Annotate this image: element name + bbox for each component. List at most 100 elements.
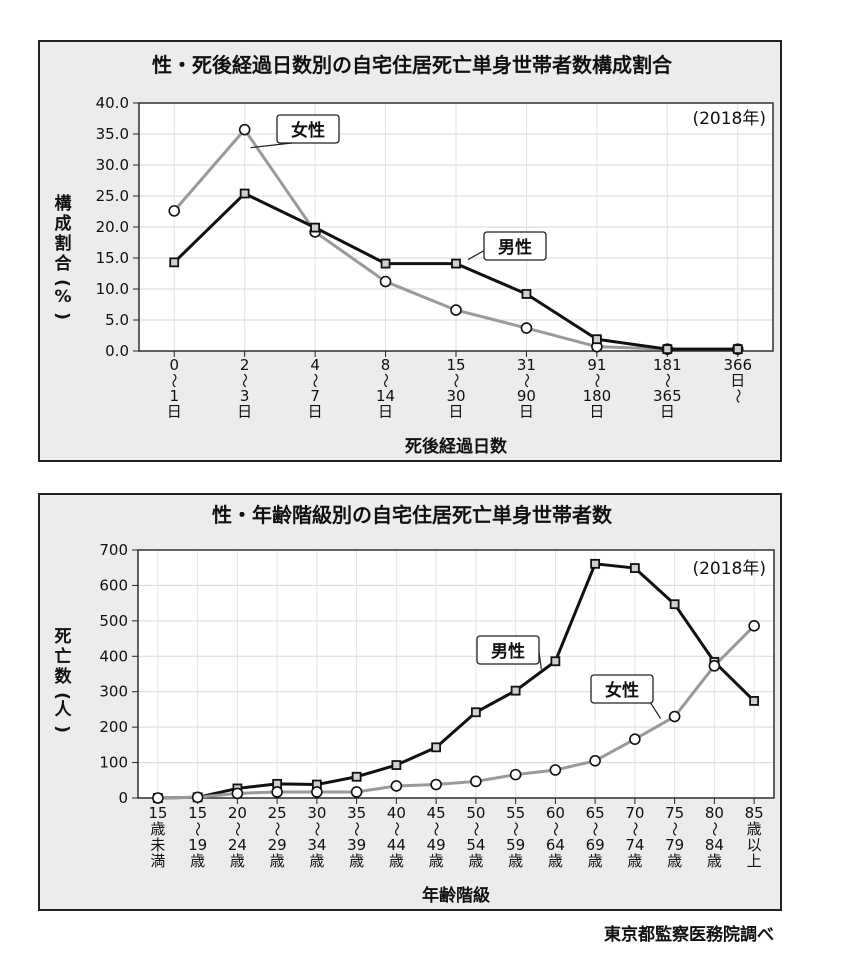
- x-tick-label: 35: [347, 804, 366, 822]
- x-tick-label: 日: [660, 403, 675, 421]
- data-point-male: [521, 289, 532, 299]
- x-tick-label: 満: [150, 852, 165, 870]
- y-axis-label-char: 成: [55, 213, 72, 234]
- x-axis-label: 死後経過日数: [405, 436, 508, 457]
- x-tick-label: 39: [347, 836, 366, 854]
- x-tick-label: 30: [446, 387, 465, 405]
- x-tick-label: 55: [506, 804, 525, 822]
- x-tick-label: 85: [745, 804, 764, 822]
- x-tick-label: 8: [381, 356, 391, 374]
- series-line-male: [157, 562, 756, 800]
- data-point-male: [451, 258, 461, 269]
- data-point-male: [510, 685, 521, 696]
- x-tick-label: 〜: [236, 373, 254, 388]
- legend-callout-box: [483, 231, 547, 261]
- x-tick-label: 〜: [189, 821, 207, 836]
- plot-border: [137, 549, 775, 799]
- x-tick-label: 74: [625, 836, 644, 854]
- y-axis-label-char: ): [52, 725, 72, 733]
- data-point-male: [169, 257, 180, 268]
- x-tick-label: 91: [587, 356, 606, 374]
- y-tick-label: 20.0: [96, 218, 129, 236]
- y-axis-label-char: %: [54, 287, 71, 307]
- x-tick-label: 歳: [508, 852, 523, 870]
- x-tick-label: 〜: [626, 821, 644, 836]
- chart-title: 性・死後経過日数別の自宅住居死亡単身世帯者数構成割合: [152, 53, 673, 77]
- data-point-male: [590, 558, 601, 569]
- data-point-male: [239, 188, 250, 199]
- x-tick-label: 4: [310, 356, 320, 374]
- x-tick-label: 日: [308, 403, 323, 421]
- chart-title: 性・年齢階級別の自宅住居死亡単身世帯者数: [212, 503, 613, 527]
- x-tick-label: 14: [376, 387, 395, 405]
- data-point-female: [668, 710, 681, 723]
- plot-area: [138, 550, 774, 798]
- data-point-male: [550, 656, 561, 667]
- x-tick-label: 日: [519, 403, 534, 421]
- x-tick-label: 歳: [190, 852, 205, 870]
- data-point-male: [591, 334, 602, 345]
- x-tick-label: 〜: [308, 821, 326, 836]
- data-point-male: [391, 760, 402, 770]
- x-tick-label: 歳: [150, 820, 165, 838]
- data-point-female: [231, 787, 244, 800]
- x-tick-label: 〜: [467, 821, 485, 836]
- source-credit: 東京都監察医務院調べ: [604, 925, 774, 945]
- legend-label-male: 男性: [498, 237, 532, 258]
- chart-days-since-death: 性・死後経過日数別の自宅住居死亡単身世帯者数構成割合 0.0 5.0 10.0 15.0…: [38, 40, 782, 462]
- y-axis-label-char: 死: [55, 627, 72, 647]
- data-point-female: [520, 322, 533, 334]
- y-tick-label: 15.0: [96, 249, 129, 267]
- x-tick-label: 〜: [268, 821, 286, 836]
- x-tick-label: 54: [466, 836, 485, 854]
- x-tick-label: 181: [653, 356, 682, 374]
- data-point-female: [311, 786, 323, 798]
- x-tick-label: 〜: [507, 821, 525, 836]
- x-tick-label: 〜: [666, 821, 684, 836]
- chart-days-svg: 性・死後経過日数別の自宅住居死亡単身世帯者数構成割合 0.0 5.0 10.0 15.0…: [52, 53, 774, 457]
- x-tick-label: 日: [448, 403, 463, 421]
- x-tick-label: 49: [427, 836, 446, 854]
- legend-callout-box: [276, 114, 340, 144]
- x-tick-label: 45: [427, 804, 446, 822]
- x-tick-label: 65: [586, 804, 605, 822]
- x-tick-label: 50: [466, 804, 485, 822]
- data-point-female: [450, 304, 462, 316]
- x-tick-label: 29: [268, 836, 287, 854]
- legend-label-female: 女性: [291, 120, 325, 141]
- y-tick-label: 700: [99, 541, 128, 559]
- x-tick-label: 180: [583, 387, 612, 405]
- x-tick-label: 75: [665, 804, 684, 822]
- y-tick-label: 35.0: [96, 125, 129, 143]
- y-tick-label: 0.0: [105, 342, 129, 360]
- data-point-female: [470, 775, 482, 788]
- x-tick-label: 84: [705, 836, 724, 854]
- chart-age-groups: 性・年齢階級別の自宅住居死亡単身世帯者数 0 100 200 300 400 500 600 7…: [38, 493, 782, 911]
- x-tick-label: 90: [517, 387, 536, 405]
- data-point-female: [549, 764, 562, 776]
- x-tick-label: 20: [228, 804, 247, 822]
- data-point-male: [732, 344, 743, 355]
- data-point-female: [152, 792, 164, 804]
- x-tick-label: 365: [653, 387, 682, 405]
- series-line-female: [157, 624, 756, 800]
- x-tick-label: 79: [665, 836, 684, 854]
- data-point-female: [629, 733, 641, 745]
- data-point-female: [708, 660, 721, 672]
- x-tick-label: 〜: [588, 373, 606, 388]
- y-axis-label-char: 数: [55, 666, 73, 687]
- x-tick-label: 日: [730, 372, 745, 390]
- x-tick-label: 15: [446, 356, 465, 374]
- x-tick-label: 44: [387, 836, 406, 854]
- year-note: (2018年): [692, 559, 766, 579]
- x-tick-label: 未: [150, 836, 165, 854]
- x-tick-label: 歳: [389, 852, 404, 870]
- data-point-female: [390, 780, 403, 792]
- x-tick-label: 〜: [228, 821, 246, 836]
- x-tick-label: 64: [546, 836, 565, 854]
- data-point-male: [669, 599, 680, 610]
- x-tick-label: 59: [506, 836, 525, 854]
- y-tick-label: 40.0: [96, 94, 129, 112]
- legend-callout-box: [590, 674, 654, 704]
- x-tick-label: 40: [387, 804, 406, 822]
